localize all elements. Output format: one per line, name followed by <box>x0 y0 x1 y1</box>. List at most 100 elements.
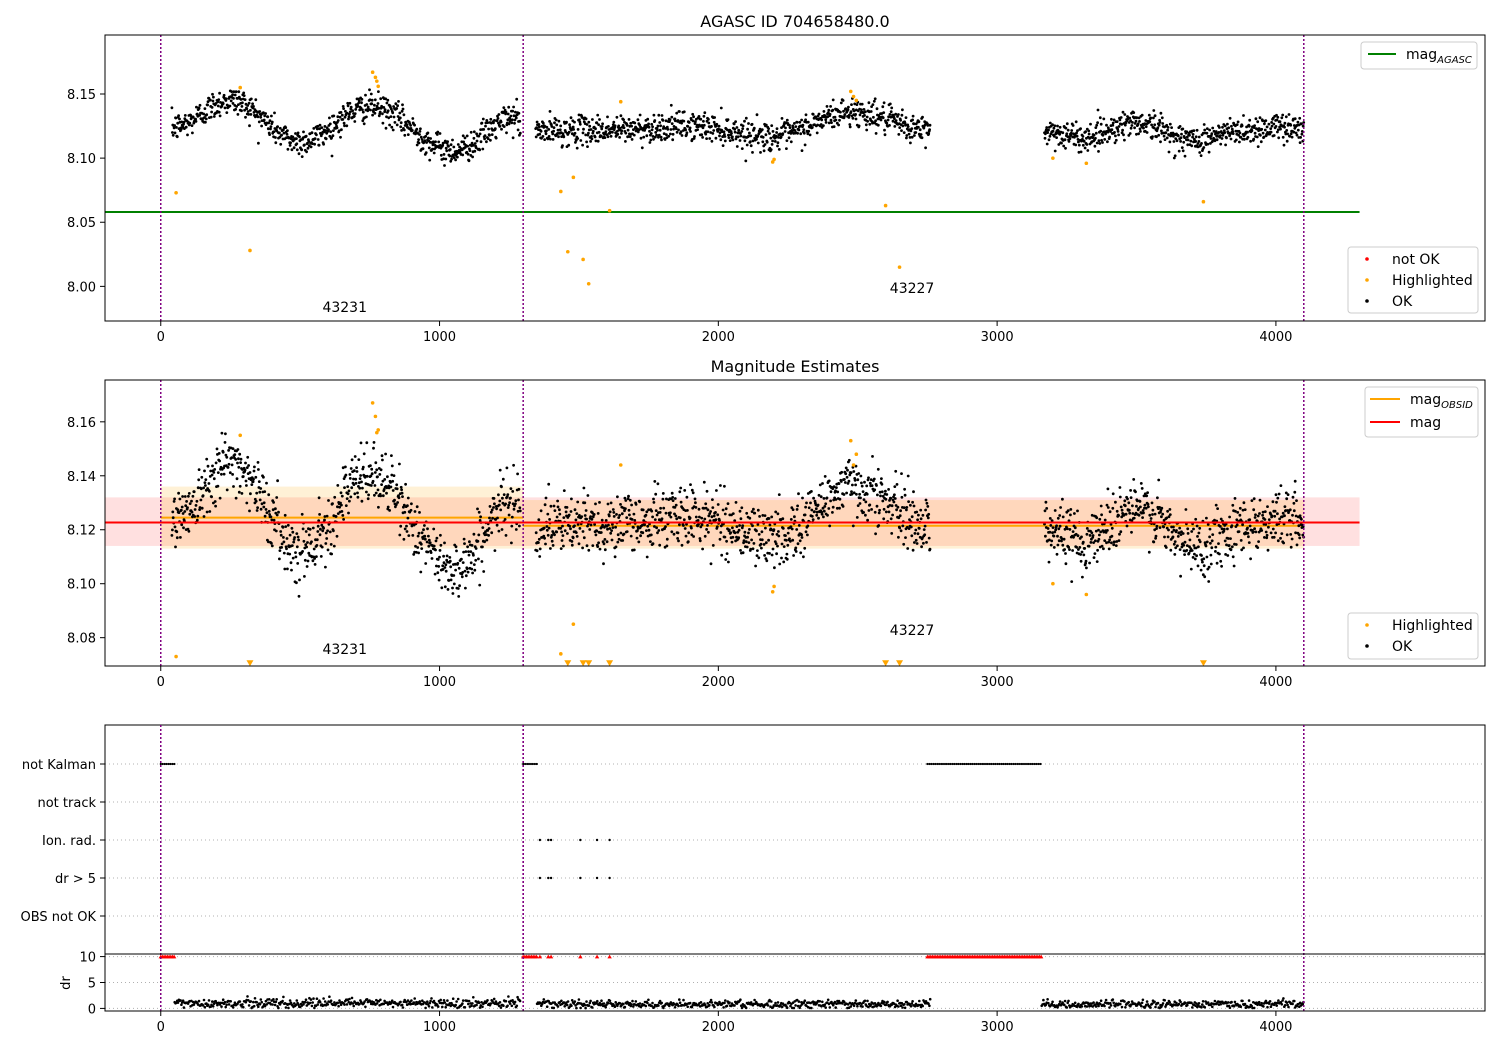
ok-point <box>1234 509 1237 513</box>
legend-label: Highlighted <box>1392 618 1473 634</box>
highlighted-point <box>772 584 776 589</box>
highlighted-point <box>174 654 178 659</box>
ok-point <box>420 138 424 141</box>
ok-point <box>352 477 355 481</box>
ok-point <box>1104 132 1107 136</box>
ok-point <box>1295 499 1298 502</box>
ok-point <box>636 529 639 533</box>
ok-point <box>598 547 602 551</box>
ok-point <box>470 544 474 547</box>
dr-point <box>345 1003 349 1006</box>
ok-point <box>1280 532 1284 535</box>
ok-point <box>892 500 896 504</box>
ok-point <box>1141 509 1145 512</box>
ok-point <box>278 557 281 561</box>
ok-point <box>468 540 471 544</box>
ok-point <box>244 461 247 465</box>
ok-point <box>818 483 822 487</box>
plot-frame <box>104 379 1486 667</box>
ok-point <box>776 141 780 145</box>
ok-point <box>1226 554 1230 557</box>
ok-point <box>1237 133 1240 137</box>
ok-point <box>885 493 889 496</box>
ok-point <box>829 105 832 108</box>
ok-point <box>651 125 654 129</box>
ok-point <box>216 104 220 108</box>
ok-point <box>1246 526 1249 530</box>
highlighted-point <box>373 414 378 419</box>
ok-point <box>768 132 771 135</box>
ok-point <box>262 118 266 122</box>
ok-point <box>669 103 673 107</box>
ok-point <box>1218 134 1222 138</box>
ok-point <box>539 129 543 133</box>
ok-point <box>688 126 692 130</box>
ok-point <box>388 509 391 512</box>
ok-point <box>596 139 600 143</box>
flag-point <box>961 762 964 766</box>
ok-point <box>810 514 814 518</box>
ok-point <box>1064 146 1067 150</box>
ok-point <box>865 115 869 119</box>
ok-point <box>256 461 260 464</box>
ok-point <box>585 140 588 144</box>
flag-point <box>171 762 174 766</box>
ok-point <box>868 481 872 485</box>
ok-point <box>676 531 680 535</box>
ok-point <box>1158 506 1161 509</box>
ok-point <box>343 486 346 489</box>
ok-point <box>247 464 251 467</box>
ok-point <box>837 482 841 485</box>
ok-point <box>400 109 404 113</box>
ok-point <box>654 131 658 134</box>
ok-point <box>209 115 213 119</box>
flag-point <box>526 762 529 766</box>
ok-point <box>1048 530 1052 534</box>
ok-point <box>588 528 592 531</box>
ok-point <box>1192 544 1196 547</box>
ok-point <box>369 474 373 478</box>
ok-point <box>1094 539 1097 543</box>
ok-point <box>458 145 461 149</box>
ok-point <box>1131 512 1135 515</box>
ok-point <box>741 524 745 528</box>
ok-point <box>231 93 235 97</box>
ok-point <box>341 466 345 470</box>
ok-point <box>386 475 389 479</box>
ok-point <box>1205 540 1209 544</box>
ok-point <box>270 544 274 548</box>
ok-point <box>361 110 365 114</box>
ok-point <box>804 505 807 509</box>
ok-point <box>461 153 465 157</box>
ok-point <box>1199 568 1203 572</box>
ok-point <box>252 477 255 481</box>
ok-point <box>554 118 558 122</box>
ok-point <box>656 124 660 128</box>
ok-point <box>225 111 229 114</box>
ok-point <box>483 540 486 544</box>
ok-point <box>558 512 562 516</box>
ok-point <box>893 493 896 497</box>
ok-point <box>443 566 447 569</box>
ok-point <box>323 515 327 518</box>
ok-point <box>176 121 180 125</box>
ok-point <box>1079 150 1083 154</box>
ok-point <box>1180 132 1183 136</box>
ok-point <box>406 516 410 520</box>
ok-point <box>192 490 196 494</box>
ok-point <box>788 126 792 129</box>
ok-point <box>851 116 855 120</box>
ok-point <box>486 137 490 141</box>
ok-point <box>1076 138 1080 141</box>
ok-point <box>307 533 311 537</box>
ok-point <box>802 131 806 135</box>
ok-point <box>1216 507 1219 510</box>
ok-point <box>1225 543 1228 547</box>
ok-point <box>644 513 648 517</box>
ok-point <box>514 116 518 120</box>
ok-point <box>362 122 366 126</box>
ok-point <box>1291 495 1295 499</box>
legend-points: Highlighted OK <box>1347 612 1479 660</box>
ok-point <box>740 506 744 510</box>
ok-point <box>293 536 296 539</box>
